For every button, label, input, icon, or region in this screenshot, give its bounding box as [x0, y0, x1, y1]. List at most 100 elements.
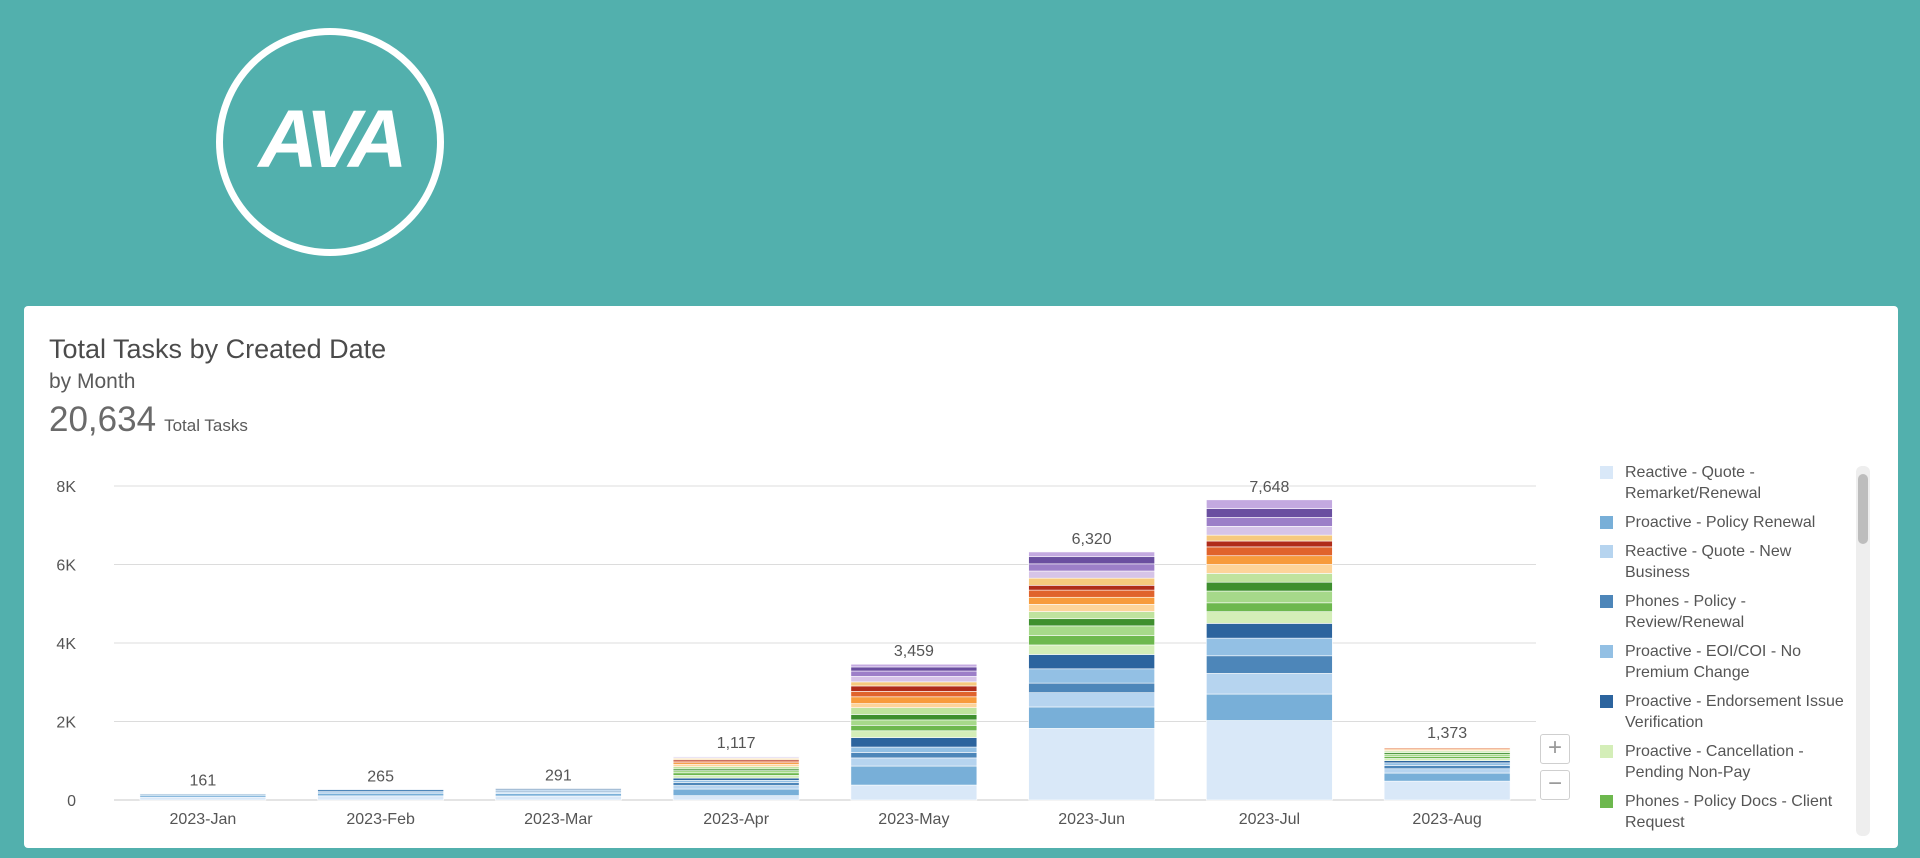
x-tick-label: 2023-Jun: [1058, 811, 1125, 828]
bar-segment: [1028, 625, 1155, 636]
bar-segment: [1206, 499, 1333, 509]
bar-segment: [495, 793, 622, 797]
bar-segment: [1028, 585, 1155, 591]
bar-segment: [1028, 577, 1155, 586]
legend-item[interactable]: Proactive - Endorsement Issue Verificati…: [1600, 691, 1845, 733]
bar-segment: [1206, 540, 1333, 548]
total-value: 20,634: [49, 400, 157, 439]
bar-segment: [139, 793, 267, 795]
legend-scrollbar-thumb[interactable]: [1858, 474, 1868, 544]
bar-segment: [850, 685, 978, 692]
bar-segment: [317, 789, 444, 792]
bar-segment: [1028, 668, 1155, 684]
bar-segment: [1206, 655, 1333, 674]
bar-segment: [1383, 780, 1511, 801]
legend-scrollbar[interactable]: [1856, 466, 1870, 836]
bar-segment: [1383, 762, 1511, 766]
bar-total-label: 265: [367, 769, 394, 786]
bar-total-label: 1,373: [1427, 725, 1467, 742]
bar-total-label: 291: [545, 768, 572, 785]
bar-segment: [850, 666, 978, 672]
stacked-bar-chart: 0 2K 4K 6K 8K 161 2023-Jan 265 2023-Feb 291 2023-M…: [56, 479, 1536, 828]
legend-item[interactable]: Proactive - Cancellation - Pending Non-P…: [1600, 741, 1845, 783]
bar-segment: [850, 746, 978, 753]
legend-item[interactable]: Reactive - Quote - New Business: [1600, 541, 1845, 583]
zoom-in-button[interactable]: +: [1540, 734, 1570, 764]
x-tick-label: 2023-Apr: [703, 811, 769, 828]
bar-segment: [850, 737, 978, 748]
y-tick-label: 6K: [56, 558, 76, 575]
bar-segment: [1028, 682, 1155, 693]
legend-label: Proactive - EOI/COI - No Premium Change: [1625, 643, 1802, 681]
y-tick-label: 4K: [56, 636, 76, 653]
legend-swatch: [1600, 745, 1613, 758]
logo-text: AVA: [258, 94, 408, 185]
bar-segment: [1028, 563, 1155, 572]
bar-total-label: 3,459: [894, 643, 934, 660]
bar-segment: [1383, 760, 1511, 764]
bar-segment: [1206, 720, 1333, 801]
bar-segment: [1206, 693, 1333, 721]
bar-segment: [850, 670, 978, 677]
y-tick-label: 8K: [56, 479, 76, 496]
legend-item[interactable]: Reactive - Quote - Remarket/Renewal: [1600, 462, 1845, 504]
bar-segment: [850, 725, 978, 732]
bar-segment: [672, 764, 800, 767]
bar-segment: [1028, 611, 1155, 620]
bar-segment: [139, 796, 267, 801]
bar-segment: [1206, 564, 1333, 574]
x-tick-label: 2023-Jul: [1239, 811, 1300, 828]
bar-segment: [1383, 756, 1511, 759]
x-tick-label: 2023-Jan: [170, 811, 237, 828]
bar-segment: [1206, 517, 1333, 527]
bar-segment: [1206, 590, 1333, 604]
bar-segment: [672, 788, 800, 796]
bar-segment: [1383, 768, 1511, 774]
legend-item[interactable]: Proactive - Policy Renewal: [1600, 512, 1845, 533]
legend-item[interactable]: Proactive - EOI/COI - No Premium Change: [1600, 641, 1845, 683]
bar-segment: [850, 784, 978, 801]
legend-swatch: [1600, 545, 1613, 558]
bar-segment: [672, 775, 800, 779]
legend-item[interactable]: Phones - Policy - Review/Renewal: [1600, 591, 1845, 633]
legend-item[interactable]: Phones - Policy Docs - Client Request: [1600, 791, 1845, 832]
legend-swatch: [1600, 645, 1613, 658]
legend-swatch: [1600, 595, 1613, 608]
x-tick-label: 2023-May: [878, 811, 949, 828]
ava-logo: AVA: [216, 28, 444, 256]
bar-segment: [1383, 745, 1511, 747]
bar-segment: [495, 788, 622, 791]
chart-title: Total Tasks by Created Date: [49, 334, 387, 364]
bar-segment: [1028, 589, 1155, 598]
chart-subtitle: by Month: [49, 370, 136, 393]
legend-label: Phones - Policy - Review/Renewal: [1625, 593, 1746, 631]
legend-label: Phones - Policy Docs - Client Request: [1625, 793, 1833, 831]
legend-label: Proactive - Endorsement Issue Verificati…: [1625, 693, 1844, 731]
bar-segment: [1206, 623, 1333, 639]
total-label: Total Tasks: [164, 416, 248, 435]
legend-swatch: [1600, 795, 1613, 808]
bar-segment: [672, 777, 800, 781]
bar-segment: [672, 770, 800, 774]
bar-segment: [1028, 556, 1155, 565]
bar-total-label: 6,320: [1072, 531, 1112, 548]
bar-segment: [1028, 618, 1155, 627]
bar-total-label: 7,648: [1249, 479, 1289, 496]
bar-total-label: 161: [190, 773, 217, 790]
bar-segment: [850, 696, 978, 704]
y-tick-label: 2K: [56, 715, 76, 732]
zoom-out-button[interactable]: −: [1540, 770, 1570, 800]
bar-segment: [850, 676, 978, 683]
bar-segment: [850, 765, 978, 786]
legend-label: Proactive - Cancellation - Pending Non-P…: [1625, 743, 1804, 781]
bar-segment: [1028, 728, 1155, 801]
legend-swatch: [1600, 695, 1613, 708]
bar-segment: [1383, 753, 1511, 757]
bar-segment: [1028, 604, 1155, 612]
bar-segment: [850, 707, 978, 715]
bar-segment: [1206, 573, 1333, 583]
bar-segment: [1206, 555, 1333, 565]
bar-segment: [672, 785, 800, 790]
bar-segment: [672, 782, 800, 786]
total-summary: 20,634 Total Tasks: [49, 400, 248, 440]
